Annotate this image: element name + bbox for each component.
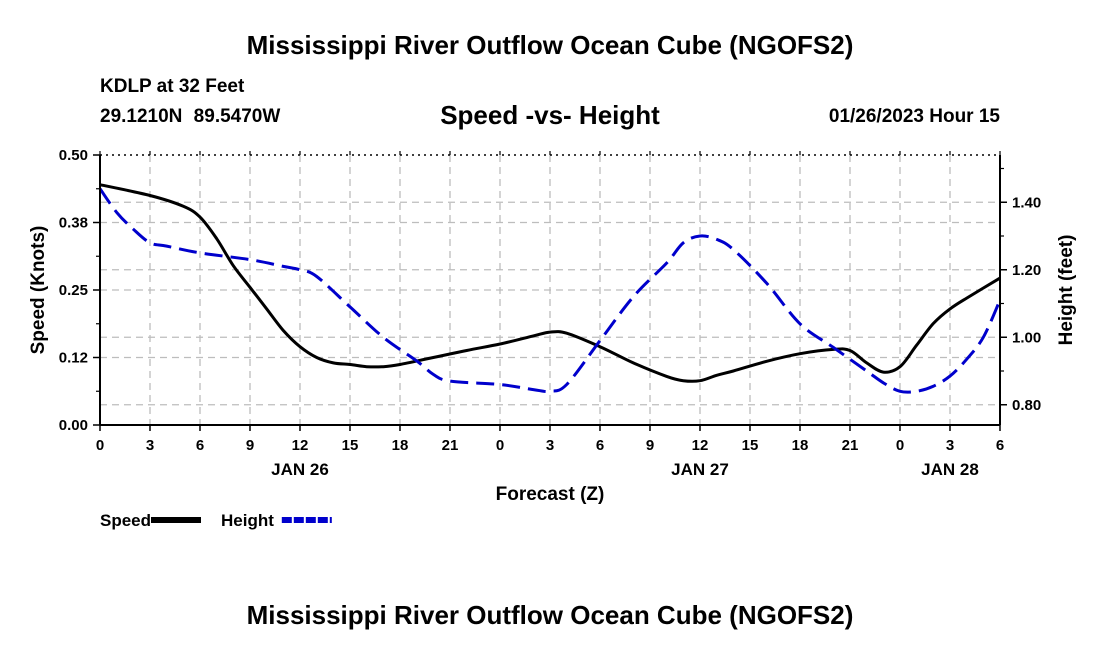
x-tick-label: 0	[496, 437, 504, 454]
x-tick-label: 21	[442, 437, 459, 454]
left-axis-title: Speed (Knots)	[28, 226, 49, 355]
date-label: JAN 26	[271, 460, 329, 479]
x-tick-label: 6	[196, 437, 204, 454]
x-tick-label: 0	[896, 437, 904, 454]
x-tick-label: 9	[246, 437, 254, 454]
station-name: KDLP at 32 Feet	[100, 76, 245, 97]
date-label: JAN 28	[921, 460, 979, 479]
x-tick-label: 3	[946, 437, 954, 454]
right-axis-title: Height (feet)	[1056, 235, 1077, 346]
x-tick-label: 15	[742, 437, 759, 454]
x-tick-label: 3	[546, 437, 554, 454]
axis-labels: 0 3 6 9 12 15 18 21 0 3 6 9 12 15 18 21 0 3 6 JAN 26 JAN 27 J…	[28, 147, 1077, 505]
right-y-tick-label: 1.00	[1012, 329, 1041, 346]
x-tick-label: 9	[646, 437, 654, 454]
grid-lines	[100, 155, 1000, 425]
x-tick-label: 21	[842, 437, 859, 454]
right-y-tick-label: 1.40	[1012, 194, 1041, 211]
x-tick-label: 12	[292, 437, 309, 454]
x-tick-label: 0	[96, 437, 104, 454]
left-y-tick-label: 0.38	[59, 215, 88, 232]
x-axis-title: Forecast (Z)	[496, 484, 605, 505]
legend-label-speed: Speed	[100, 511, 151, 530]
x-tick-label: 3	[146, 437, 154, 454]
x-tick-label: 18	[392, 437, 409, 454]
legend-label-height: Height	[221, 511, 274, 530]
x-tick-label: 12	[692, 437, 709, 454]
speed-series-line	[99, 183, 1001, 383]
x-tick-label: 18	[792, 437, 809, 454]
chart-subtitle: Speed -vs- Height	[440, 100, 660, 130]
x-tick-label: 15	[342, 437, 359, 454]
chart-main-title: Mississippi River Outflow Ocean Cube (NG…	[246, 30, 854, 60]
legend: Speed Height	[100, 511, 332, 530]
bottom-chart-title: Mississippi River Outflow Ocean Cube (NG…	[246, 600, 854, 630]
series-layer	[98, 183, 1002, 394]
axis-ticks	[93, 151, 1007, 431]
height-series-line	[98, 187, 1002, 394]
left-y-tick-label: 0.25	[59, 282, 88, 299]
right-y-tick-label: 1.20	[1012, 262, 1041, 279]
x-tick-label: 6	[996, 437, 1004, 454]
right-y-tick-label: 0.80	[1012, 397, 1041, 414]
station-coordinates: 29.1210N 89.5470W	[100, 106, 281, 127]
left-y-tick-label: 0.12	[59, 350, 88, 367]
left-y-tick-label: 0.00	[59, 417, 88, 434]
forecast-datetime: 01/26/2023 Hour 15	[828, 106, 1000, 127]
left-y-tick-label: 0.50	[59, 147, 88, 164]
date-label: JAN 27	[671, 460, 729, 479]
x-tick-label: 6	[596, 437, 604, 454]
